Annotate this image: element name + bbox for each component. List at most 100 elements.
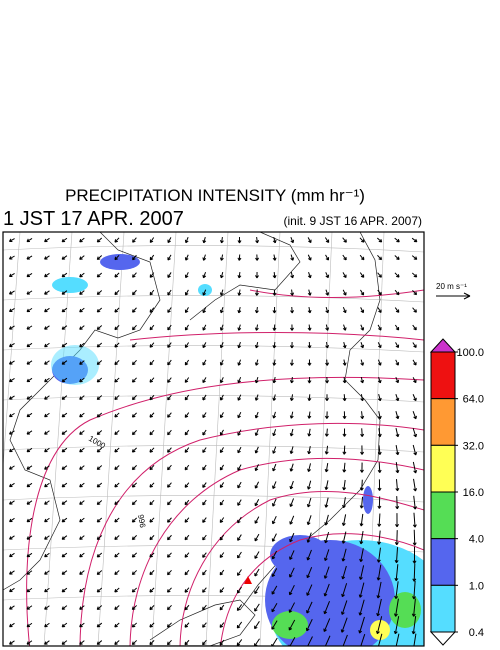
- wind-arrow: [96, 237, 103, 243]
- wind-arrow: [202, 622, 207, 628]
- wind-arrow: [219, 569, 225, 576]
- wind-arrow: [114, 552, 120, 558]
- wind-arrow: [272, 411, 277, 419]
- wind-arrow: [96, 377, 103, 383]
- wind-arrow: [167, 237, 172, 244]
- wind-arrow: [167, 447, 172, 453]
- meridian: [205, 232, 229, 646]
- wind-arrow: [184, 464, 190, 471]
- wind-arrow: [325, 289, 330, 296]
- wind-arrow: [272, 429, 277, 437]
- wind-arrow: [79, 622, 85, 628]
- wind-arrow: [342, 376, 347, 384]
- wind-arrow: [149, 272, 155, 278]
- wind-arrow: [324, 237, 330, 243]
- wind-arrow: [131, 377, 137, 383]
- meridian: [43, 232, 73, 646]
- wind-arrow: [167, 342, 172, 348]
- wind-arrow: [79, 552, 85, 558]
- wind-arrow: [394, 547, 399, 564]
- wind-arrow: [325, 272, 330, 279]
- wind-arrow: [411, 237, 418, 243]
- wind-arrow: [149, 464, 155, 471]
- wind-arrow: [167, 377, 172, 383]
- wind-arrow: [324, 635, 331, 646]
- wind-arrow: [219, 604, 225, 611]
- wind-arrow: [306, 584, 313, 596]
- wind-arrow: [44, 552, 50, 558]
- wind-arrow: [325, 359, 330, 366]
- wind-arrow: [202, 272, 207, 279]
- wind-arrow: [44, 430, 50, 435]
- wind-arrow: [393, 598, 399, 617]
- wind-arrow: [184, 289, 189, 296]
- wind-arrow: [184, 569, 190, 576]
- wind-arrow: [219, 254, 224, 261]
- wind-arrow: [360, 342, 365, 349]
- station-marker: [244, 576, 252, 584]
- wind-arrow: [184, 412, 190, 418]
- wind-arrow: [26, 377, 33, 383]
- wind-arrow: [289, 428, 294, 437]
- wind-arrow: [412, 289, 418, 296]
- wind-arrow: [96, 307, 103, 313]
- valid-time: 1 JST 17 APR. 2007: [3, 208, 184, 230]
- wind-arrow: [360, 633, 366, 646]
- wind-arrow: [375, 616, 383, 635]
- wind-arrow: [149, 447, 155, 453]
- wind-arrow: [237, 551, 242, 559]
- wind-arrow: [79, 272, 85, 278]
- wind-arrow: [44, 622, 50, 628]
- wind-arrow: [184, 447, 190, 453]
- wind-arrow: [61, 622, 68, 628]
- wind-arrow: [342, 324, 347, 331]
- wind-arrow: [377, 411, 382, 420]
- wind-arrow: [26, 237, 33, 243]
- wind-arrow: [114, 517, 120, 523]
- wind-arrow: [26, 587, 33, 593]
- wind-arrow: [96, 552, 103, 558]
- wind-arrow: [272, 394, 277, 401]
- wind-arrow: [307, 428, 312, 437]
- wind-arrow: [254, 498, 260, 507]
- wind-arrow: [149, 289, 155, 296]
- wind-arrow: [358, 582, 365, 598]
- wind-arrow: [237, 411, 242, 419]
- wind-arrow: [237, 271, 242, 279]
- wind-arrow: [131, 412, 137, 418]
- wind-arrow: [132, 237, 137, 243]
- wind-arrow: [44, 570, 50, 575]
- wind-arrow: [79, 447, 85, 453]
- wind-arrow: [306, 515, 312, 526]
- wind-arrow: [306, 549, 312, 561]
- wind-arrow: [342, 254, 347, 261]
- wind-arrow: [166, 569, 172, 576]
- precip-area: [51, 345, 99, 385]
- wind-arrow: [412, 394, 417, 402]
- wind-arrow: [271, 585, 278, 595]
- wind-arrow: [358, 599, 365, 616]
- wind-arrow: [219, 324, 224, 331]
- wind-arrow: [9, 482, 15, 488]
- wind-arrow: [184, 377, 190, 383]
- wind-arrow: [79, 465, 85, 470]
- parallel: [3, 445, 424, 453]
- wind-arrow: [324, 480, 329, 490]
- wind-arrow: [114, 325, 120, 331]
- wind-arrow: [307, 394, 312, 402]
- wind-arrow: [132, 254, 137, 261]
- wind-arrow: [26, 307, 33, 313]
- wind-arrow: [149, 622, 155, 628]
- wind-arrow: [376, 598, 382, 617]
- wind-arrow: [202, 604, 207, 611]
- wind-arrow: [167, 482, 172, 488]
- wind-arrow: [26, 517, 33, 523]
- parallel: [3, 245, 424, 253]
- wind-arrow: [237, 289, 242, 296]
- wind-arrow: [167, 534, 172, 541]
- wind-arrow: [394, 530, 399, 546]
- wind-arrow: [290, 289, 295, 296]
- wind-arrow: [202, 517, 207, 523]
- wind-arrow: [44, 447, 50, 453]
- wind-arrow: [395, 479, 400, 492]
